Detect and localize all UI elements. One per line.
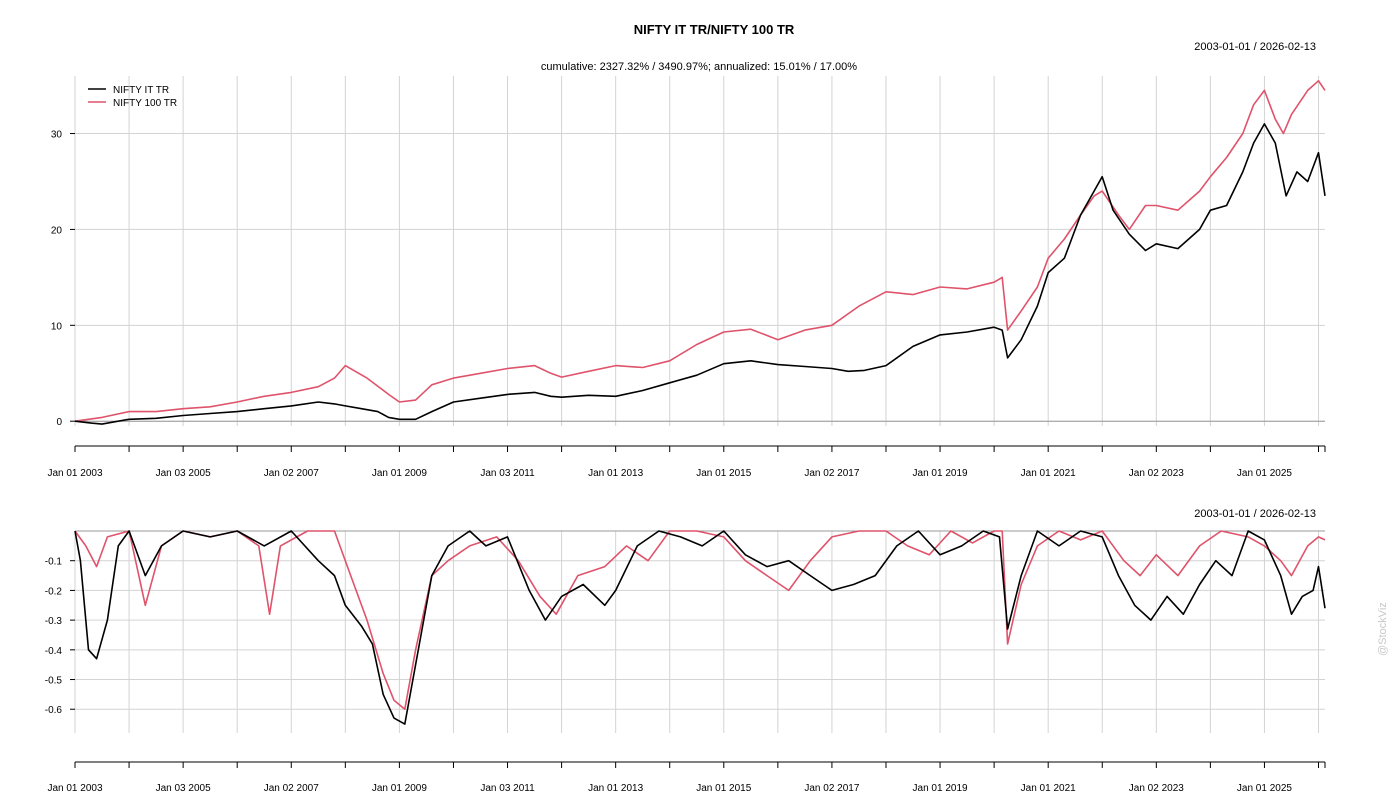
chart-title: NIFTY IT TR/NIFTY 100 TR xyxy=(634,22,795,37)
x-tick-label: Jan 01 2025 xyxy=(1237,783,1292,794)
x-tick-label: Jan 02 2007 xyxy=(264,468,319,479)
x-tick-label: Jan 01 2015 xyxy=(696,468,751,479)
x-tick-label: Jan 01 2013 xyxy=(588,783,643,794)
y-tick-label: -0.4 xyxy=(45,646,63,657)
y-tick-label: -0.1 xyxy=(45,557,63,568)
x-tick-label: Jan 02 2017 xyxy=(804,468,859,479)
x-tick-label: Jan 03 2005 xyxy=(156,468,211,479)
x-tick-label: Jan 02 2023 xyxy=(1129,468,1184,479)
x-tick-label: Jan 03 2011 xyxy=(480,468,535,479)
y-tick-label: -0.3 xyxy=(45,616,63,627)
x-tick-label: Jan 01 2021 xyxy=(1021,783,1076,794)
y-tick-label: -0.5 xyxy=(45,676,63,687)
y-tick-label: 0 xyxy=(56,417,62,428)
x-tick-label: Jan 02 2017 xyxy=(804,783,859,794)
date-range-top: 2003-01-01 / 2026-02-13 xyxy=(1194,41,1316,53)
x-tick-label: Jan 01 2021 xyxy=(1021,468,1076,479)
y-tick-label: 10 xyxy=(51,321,63,332)
x-tick-label: Jan 03 2005 xyxy=(156,783,211,794)
watermark-text: @StockViz xyxy=(1377,602,1389,656)
series-line-nifty100 xyxy=(74,530,1326,711)
legend-label-nifty100: NIFTY 100 TR xyxy=(113,98,177,109)
x-tick-label: Jan 01 2003 xyxy=(47,783,102,794)
x-tick-label: Jan 01 2019 xyxy=(913,468,968,479)
x-tick-label: Jan 01 2009 xyxy=(372,783,427,794)
x-tick-label: Jan 01 2013 xyxy=(588,468,643,479)
x-tick-label: Jan 03 2011 xyxy=(480,783,535,794)
chart-subtitle: cumulative: 2327.32% / 3490.97%; annuali… xyxy=(541,61,857,73)
x-tick-label: Jan 01 2025 xyxy=(1237,468,1292,479)
y-tick-label: 30 xyxy=(51,130,63,141)
drawdown-panel: -0.1 -0.2 -0.3 -0.4 -0.5 -0.6 Jan 01 2003 Jan 0… xyxy=(45,530,1326,794)
legend-label-it: NIFTY IT TR xyxy=(113,85,169,96)
legend: NIFTY IT TR NIFTY 100 TR xyxy=(88,85,177,109)
y-tick-label: 20 xyxy=(51,225,63,236)
watermark: @StockViz xyxy=(1372,590,1392,660)
y-tick-label: -0.2 xyxy=(45,586,63,597)
x-tick-label: Jan 02 2023 xyxy=(1129,783,1184,794)
x-tick-label: Jan 01 2003 xyxy=(47,468,102,479)
series-line-it xyxy=(74,123,1326,425)
x-tick-label: Jan 01 2015 xyxy=(696,783,751,794)
cumulative-panel: 0 10 20 30 Jan 01 2003 Jan 03 2005 Jan 02 2007… xyxy=(47,76,1326,479)
date-range-bottom: 2003-01-01 / 2026-02-13 xyxy=(1194,508,1316,520)
series-line-nifty100 xyxy=(74,80,1326,422)
x-tick-label: Jan 01 2009 xyxy=(372,468,427,479)
x-tick-label: Jan 02 2007 xyxy=(264,783,319,794)
y-tick-label: -0.6 xyxy=(45,705,63,716)
series-line-it xyxy=(74,530,1326,725)
x-tick-label: Jan 01 2019 xyxy=(913,783,968,794)
